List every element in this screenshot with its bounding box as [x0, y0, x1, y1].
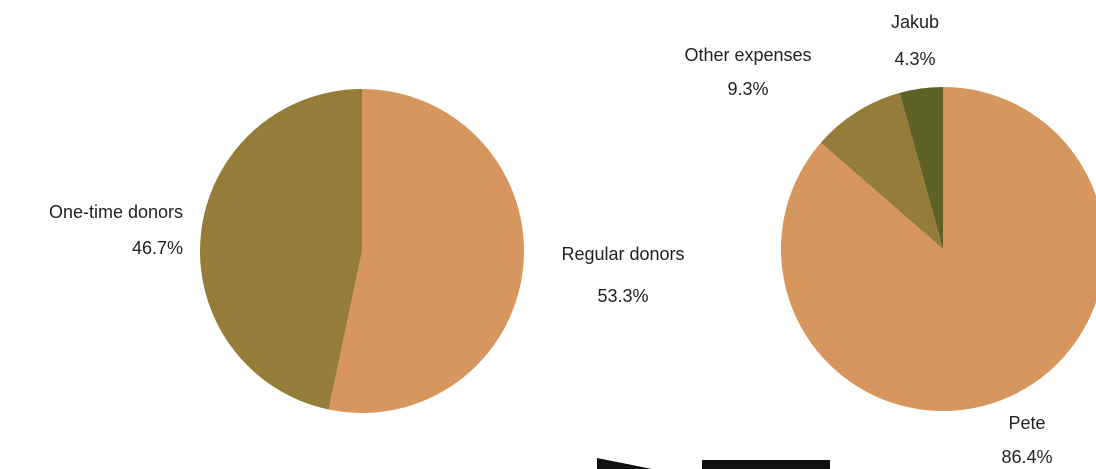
slice-label-jakub: Jakub: [891, 12, 939, 32]
slice-label-regular-donors: Regular donors: [561, 244, 684, 264]
expense-pie-chart: Pete 86.4% Other expenses 9.3% Jakub 4.3%: [684, 12, 1096, 467]
pie-slice-other-expenses: [820, 92, 943, 249]
slice-percent-one-time-donors: 46.7%: [132, 238, 183, 258]
slice-percent-other-expenses: 9.3%: [727, 79, 768, 99]
partial-logo-bar: [702, 460, 830, 469]
slice-label-other-expenses: Other expenses: [684, 45, 811, 65]
pie-slice-regular-donors: [328, 89, 525, 413]
pie-slice-one-time-donors: [200, 89, 362, 410]
slice-label-one-time-donors: One-time donors: [49, 202, 183, 222]
pie-slice-pete: [780, 87, 1096, 411]
partial-logo-arrow: [597, 458, 652, 469]
slice-percent-jakub: 4.3%: [894, 49, 935, 69]
pie-slice-jakub: [899, 87, 943, 249]
slice-percent-pete: 86.4%: [1001, 447, 1052, 467]
partial-logo-mark: [597, 458, 830, 469]
slice-label-pete: Pete: [1008, 413, 1045, 433]
donor-pie-chart: Regular donors 53.3% One-time donors 46.7%: [49, 89, 685, 413]
slice-percent-regular-donors: 53.3%: [597, 286, 648, 306]
